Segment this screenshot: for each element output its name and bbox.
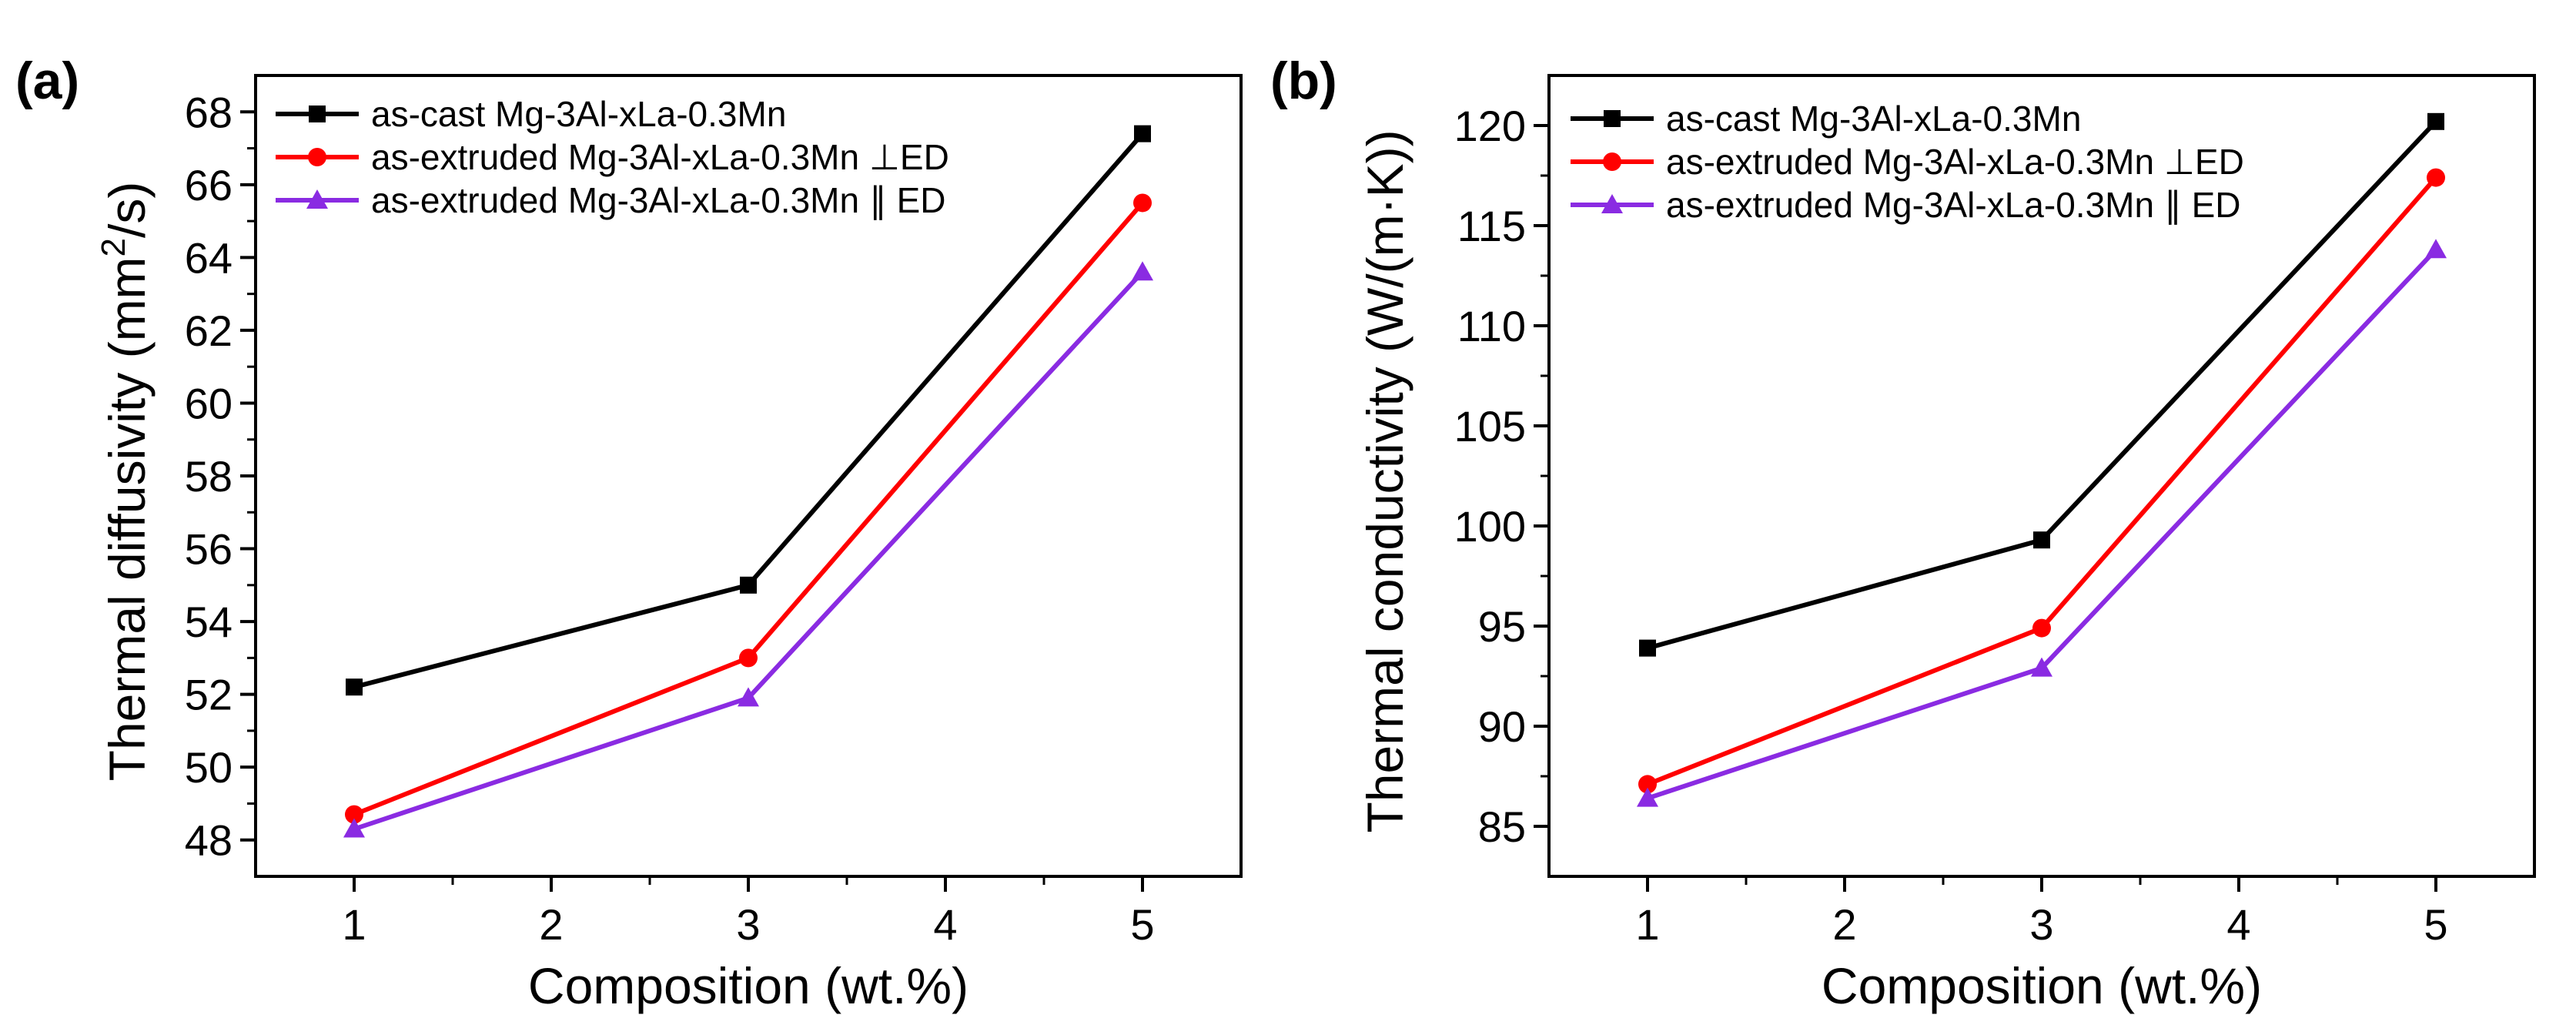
panel-a-y-tick-label: 52 — [185, 671, 233, 719]
panel-b-y-tick-label: 85 — [1478, 802, 1526, 851]
panel-a-legend-label-3: as-extruded Mg-3Al-xLa-0.3Mn ∥ ED — [371, 180, 946, 220]
panel-b-y-tick-label: 105 — [1454, 402, 1526, 451]
panel-a-series-1-point — [1134, 125, 1151, 142]
panel-a-legend-marker-3 — [306, 189, 328, 209]
panel-b-y-tick-label: 120 — [1454, 102, 1526, 150]
panel-a-series-2-point — [739, 648, 758, 668]
panel-a-y-tick-label: 50 — [185, 743, 233, 792]
panel-a-x-tick-label: 3 — [736, 900, 760, 949]
panel-b-y-tick-label: 90 — [1478, 702, 1526, 751]
panel-a-legend-label-2: as-extruded Mg-3Al-xLa-0.3Mn ⊥ED — [371, 137, 949, 177]
panel-a-y-tick-label: 58 — [185, 452, 233, 501]
panel-b-series-2-point — [2032, 618, 2051, 638]
panel-b-legend-label-2: as-extruded Mg-3Al-xLa-0.3Mn ⊥ED — [1666, 142, 2244, 182]
panel-b-series-1-point — [1639, 639, 1656, 657]
panel-b-x-axis-title: Composition (wt.%) — [1822, 957, 2262, 1014]
panel-b-series-2-point — [2427, 168, 2445, 187]
panel-b-legend-marker-1 — [1604, 110, 1621, 127]
panel-a-x-tick-label: 1 — [342, 900, 366, 949]
panel-a-y-axis-title-main: Thermal diffusivity (mm — [99, 256, 156, 781]
panel-b-y-tick-label: 95 — [1478, 602, 1526, 651]
panel-a-y-tick-label: 60 — [185, 379, 233, 427]
panel-b-series-1-point — [2427, 112, 2444, 130]
panel-b-y-tick-label: 110 — [1457, 302, 1526, 350]
panel-a: (a) 1 2 3 4 5 48 50 52 54 56 58 60 62 64 66 68 Composit… — [15, 52, 1243, 1014]
panel-b-legend-label-1: as-cast Mg-3Al-xLa-0.3Mn — [1666, 99, 2081, 139]
panel-b-y-axis-title-main: Thermal conductivity (W/(m·K)) — [1357, 129, 1413, 832]
panel-b-y-tick-label: 100 — [1454, 502, 1526, 551]
panel-b-y-tick-label: 115 — [1457, 202, 1526, 250]
panel-b: (b) 1 2 3 4 5 85 90 95 100 105 110 115 120 Compositi… — [1270, 52, 2536, 1014]
panel-b-x-tick-label: 2 — [1832, 900, 1856, 949]
panel-a-legend-marker-2 — [308, 148, 326, 166]
panel-b-series-2-point — [1638, 775, 1657, 794]
panel-b-legend-marker-3 — [1601, 194, 1623, 213]
panel-a-y-tick-label: 56 — [185, 525, 233, 574]
panel-b-label: (b) — [1270, 52, 1337, 110]
panel-b-series-3-point — [2425, 239, 2447, 259]
panel-a-y-axis-title: Thermal diffusivity (mm2/s) — [95, 182, 156, 782]
panel-a-series-2-point — [345, 805, 363, 824]
panel-a-y-tick-label: 66 — [185, 161, 233, 209]
panel-b-plot-area: 1 2 3 4 5 85 90 95 100 105 110 115 120 — [1454, 74, 2536, 949]
panel-a-plot-area: 1 2 3 4 5 48 50 52 54 56 58 60 62 64 66 68 — [185, 74, 1243, 949]
panel-a-label: (a) — [15, 52, 79, 110]
panel-a-y-tick-label: 48 — [185, 816, 233, 865]
panel-a-y-tick-label: 62 — [185, 306, 233, 355]
panel-a-series-3-point — [1132, 261, 1153, 281]
panel-a-x-tick-label: 4 — [933, 900, 957, 949]
panel-b-legend-marker-2 — [1603, 152, 1621, 171]
panel-a-y-tick-label: 54 — [185, 598, 233, 646]
panel-a-y-tick-label: 68 — [185, 88, 233, 136]
panel-b-series-3-point — [1637, 787, 1658, 807]
panel-a-series-2-point — [1133, 193, 1152, 213]
panel-b-series-3-point — [2031, 657, 2052, 677]
panel-a-x-axis-title: Composition (wt.%) — [528, 957, 969, 1014]
panel-a-x-tick-label: 2 — [539, 900, 563, 949]
panel-b-series-1-point — [2033, 531, 2050, 549]
panel-b-x-tick-label: 4 — [2226, 900, 2250, 949]
panel-b-legend-label-3: as-extruded Mg-3Al-xLa-0.3Mn ∥ ED — [1666, 185, 2241, 225]
panel-a-y-axis-title-unit: /s) — [99, 182, 156, 238]
panel-a-legend-label-1: as-cast Mg-3Al-xLa-0.3Mn — [371, 94, 786, 134]
panel-a-y-tick-label: 64 — [185, 233, 233, 282]
panel-b-x-tick-label: 1 — [1635, 900, 1659, 949]
panel-a-series-3-point — [343, 818, 365, 838]
panel-a-y-axis-title-superscript: 2 — [95, 238, 132, 256]
panel-a-series-1-point — [346, 678, 363, 696]
panel-b-y-axis-title: Thermal conductivity (W/(m·K)) — [1357, 129, 1413, 832]
panel-b-x-tick-label: 5 — [2424, 900, 2447, 949]
panel-a-series-1-point — [740, 576, 757, 594]
panel-b-x-tick-label: 3 — [2029, 900, 2053, 949]
panel-a-x-tick-label: 5 — [1130, 900, 1154, 949]
panel-a-series-3-point — [738, 687, 759, 707]
panel-a-legend-marker-1 — [309, 106, 326, 122]
